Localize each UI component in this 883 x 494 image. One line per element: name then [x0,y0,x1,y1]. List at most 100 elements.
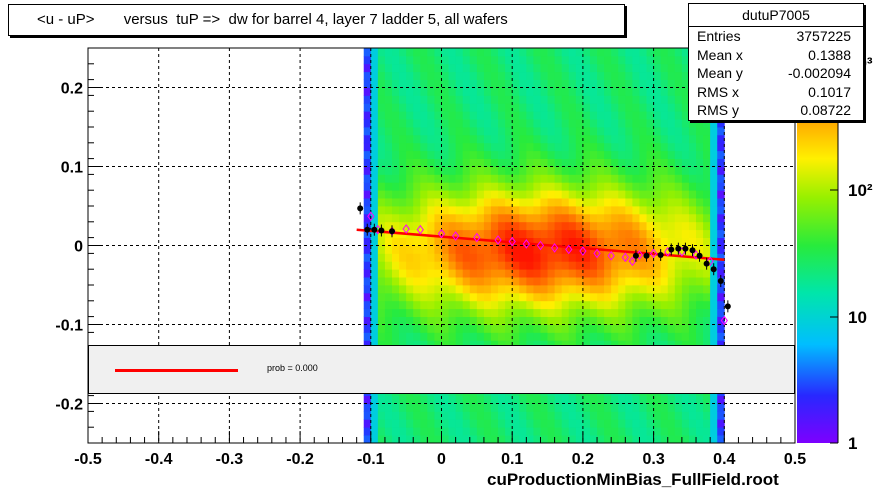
heatmap-cell [604,158,612,167]
heatmap-cell [427,237,435,246]
heatmap-cell [561,324,570,333]
heatmap-cell [667,269,676,278]
heatmap-cell [625,119,633,128]
heatmap-cell [653,63,662,73]
heatmap-cell [540,237,548,246]
heatmap-cell [589,103,598,112]
heatmap-cell [413,166,421,175]
heatmap-cell [377,95,386,104]
heatmap-cell [611,285,619,294]
heatmap-cell [618,79,626,88]
heatmap-cell [483,71,492,80]
heatmap-cell [653,308,662,317]
heatmap-cell [462,206,471,215]
heatmap-cell [476,253,485,262]
heatmap-cell [512,127,520,136]
heatmap-cell [660,261,669,270]
heatmap-cell [498,292,506,302]
heatmap-cell [561,87,570,96]
heatmap-cell [568,71,577,80]
heatmap-cell [441,206,449,215]
heatmap-cell [370,245,379,254]
heatmap-cell [392,261,400,270]
profile-point-black [643,252,650,259]
heatmap-cell [406,237,414,246]
heatmap-cell [582,71,591,80]
heatmap-cell [420,103,428,112]
heatmap-cell [505,316,513,325]
heatmap-cell [618,324,626,333]
heatmap-cell [462,174,471,183]
heatmap-cell [618,142,626,152]
heatmap-cell [399,198,407,207]
y-tick-label: -0.1 [55,318,83,335]
heatmap-cell [462,324,471,333]
heatmap-cell [582,190,591,199]
heatmap-cell [392,103,400,112]
heatmap-cell [717,269,725,278]
heatmap-cell [717,134,725,144]
heatmap-cell [561,150,570,159]
heatmap-cell [604,71,612,80]
heatmap-cell [660,190,669,199]
heatmap-cell [363,277,372,286]
heatmap-cell [490,395,499,404]
heatmap-cell [483,277,492,286]
heatmap-cell [717,142,725,152]
heatmap-cell [604,119,612,128]
heatmap-cell [476,403,485,412]
heatmap-cell [540,55,548,65]
heatmap-cell [392,340,400,349]
heatmap-cell [526,403,534,412]
heatmap-cell [370,269,379,278]
heatmap-cell [533,435,541,444]
heatmap-cell [483,221,492,231]
heatmap-cell [519,87,527,96]
heatmap-cell [519,395,527,404]
heatmap-cell [597,261,605,270]
heatmap-cell [646,332,654,341]
heatmap-cell [498,103,506,112]
heatmap-cell [533,150,541,159]
heatmap-cell [441,229,449,238]
heatmap-cell [688,308,697,317]
heatmap-cell [370,419,379,428]
heatmap-cell [625,158,633,167]
heatmap-cell [547,71,556,80]
heatmap-cell [441,119,449,128]
heatmap-cell [526,158,534,167]
heatmap-cell [392,221,400,231]
heatmap-cell [625,206,633,215]
heatmap-cell [688,419,697,428]
heatmap-cell [632,435,640,444]
heatmap-cell [568,229,577,238]
heatmap-cell [469,103,478,112]
heatmap-cell [392,213,400,223]
heatmap-cell [660,182,669,191]
heatmap-cell [370,261,379,270]
heatmap-cell [469,261,478,270]
heatmap-cell [519,316,527,325]
heatmap-cell [519,127,527,136]
heatmap-cell [703,190,711,199]
heatmap-cell [632,308,640,317]
heatmap-cell [667,206,676,215]
heatmap-cell [547,292,556,302]
heatmap-cell [455,111,464,120]
heatmap-cell [575,134,584,144]
heatmap-cell [469,403,478,412]
heatmap-cell [455,127,464,136]
heatmap-cell [639,340,647,349]
x-tick-label: -0.1 [357,451,385,468]
heatmap-cell [710,403,718,412]
heatmap-cell [597,71,605,80]
heatmap-cell [561,55,570,65]
heatmap-cell [533,134,541,144]
stats-value: 0.1017 [808,83,851,100]
heatmap-cell [512,403,520,412]
heatmap-cell [597,166,605,175]
heatmap-cell [455,403,464,412]
heatmap-cell [632,403,640,412]
heatmap-cell [554,395,563,404]
heatmap-cell [568,285,577,294]
